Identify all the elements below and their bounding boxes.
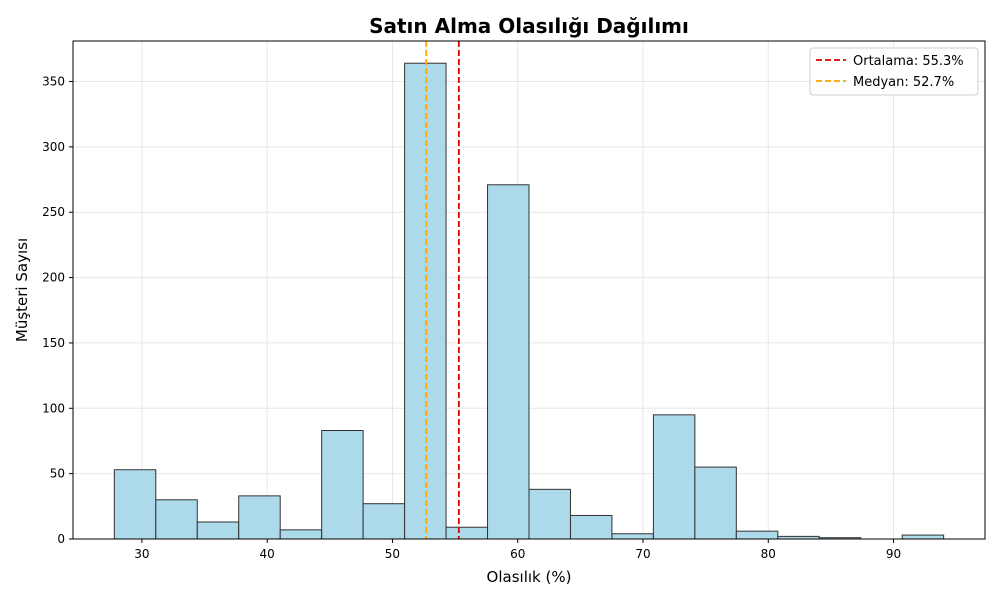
histogram-bar [238, 495, 281, 540]
y-tick-label: 250 [42, 205, 65, 219]
legend-box [809, 47, 979, 96]
histogram-bar [362, 503, 406, 540]
histogram-bar [196, 521, 240, 540]
histogram-bar [279, 529, 323, 540]
histogram-bar [113, 469, 157, 540]
y-axis-ticks: 0 50 100 150 200 250 300 350 [42, 75, 73, 546]
histogram-bar [901, 534, 945, 540]
histogram-bar [694, 466, 737, 540]
x-axis-label: Olasılık (%) [487, 568, 572, 586]
histogram-bar [487, 184, 530, 540]
x-tick-label: 90 [886, 547, 901, 561]
chart-title: Satın Alma Olasılığı Dağılımı [369, 14, 689, 38]
x-tick-label: 80 [761, 547, 776, 561]
x-tick-label: 50 [385, 547, 400, 561]
histogram-bar [155, 499, 198, 540]
histogram-bar [528, 488, 571, 540]
histogram-bar [569, 514, 613, 540]
x-tick-label: 40 [260, 547, 275, 561]
legend: Ortalama: 55.3% Medyan: 52.7% [809, 47, 979, 96]
y-tick-label: 200 [42, 271, 65, 285]
histogram-bar [445, 526, 489, 540]
reference-lines-layer [425, 41, 460, 539]
plot-frame [72, 40, 986, 540]
x-axis-ticks: 30 40 50 60 70 80 90 [134, 539, 901, 561]
legend-label-mean: Ortalama: 55.3% [853, 54, 964, 69]
y-tick-label: 100 [42, 401, 65, 415]
histogram-bar [735, 530, 779, 540]
histogram-bar [321, 430, 364, 540]
y-tick-label: 50 [50, 467, 65, 481]
bars-layer [113, 62, 945, 540]
histogram-bar [404, 62, 447, 540]
y-tick-label: 0 [57, 532, 65, 546]
y-tick-label: 300 [42, 140, 65, 154]
x-tick-label: 60 [510, 547, 525, 561]
y-axis-label: Müşteri Sayısı [13, 238, 31, 342]
x-tick-label: 30 [134, 547, 149, 561]
legend-label-median: Medyan: 52.7% [853, 75, 954, 90]
x-tick-label: 70 [635, 547, 650, 561]
y-tick-label: 350 [42, 75, 65, 89]
histogram-bar [652, 414, 696, 540]
y-tick-label: 150 [42, 336, 65, 350]
histogram-bar [611, 533, 654, 540]
